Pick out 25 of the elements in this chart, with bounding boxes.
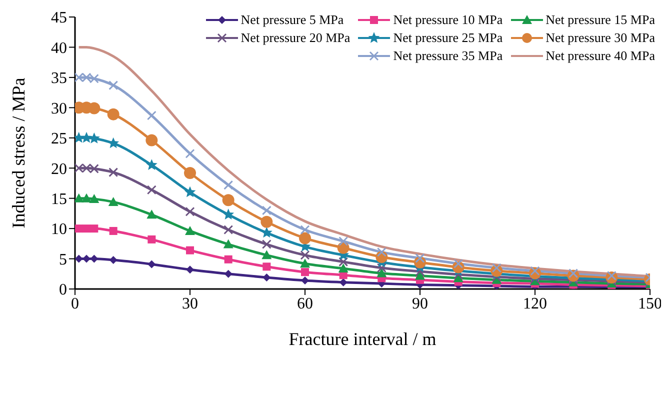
x-tick-label: 60 — [297, 295, 313, 312]
y-tick-label: 25 — [51, 130, 67, 148]
legend-label: Net pressure 15 MPa — [546, 12, 655, 28]
legend-label: Net pressure 30 MPa — [546, 30, 655, 46]
y-tick-label: 15 — [51, 191, 67, 208]
legend-label: Net pressure 10 MPa — [393, 12, 503, 28]
y-tick-label: 40 — [51, 40, 67, 57]
x-tick-label: 0 — [71, 295, 79, 312]
y-tick-label: 35 — [51, 70, 67, 88]
y-tick-label: 30 — [51, 100, 67, 118]
legend-label: Net pressure 20 MPa — [240, 30, 350, 46]
x-axis-title: Fracture interval / m — [288, 329, 436, 349]
legend-label: Net pressure 40 MPa — [546, 48, 655, 64]
legend-label: Net pressure 25 MPa — [393, 30, 503, 46]
y-axis-title: Induced stress / MPa — [8, 78, 28, 228]
x-tick-label: 30 — [182, 295, 198, 312]
y-tick-label: 45 — [51, 10, 67, 27]
y-tick-label: 20 — [51, 160, 67, 178]
y-tick-label: 5 — [59, 251, 67, 268]
x-tick-label: 120 — [523, 295, 547, 312]
y-tick-label: 0 — [59, 282, 67, 299]
x-tick-label: 90 — [412, 295, 428, 312]
legend-label: Net pressure 5 MPa — [240, 12, 344, 28]
legend-label: Net pressure 35 MPa — [393, 48, 503, 64]
y-tick-label: 10 — [51, 221, 67, 238]
